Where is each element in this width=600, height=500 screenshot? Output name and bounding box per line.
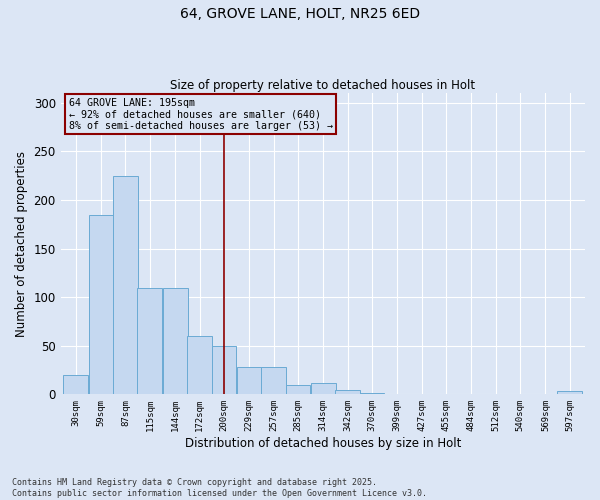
Bar bbox=[89, 214, 113, 394]
Bar bbox=[261, 367, 286, 394]
Text: 64, GROVE LANE, HOLT, NR25 6ED: 64, GROVE LANE, HOLT, NR25 6ED bbox=[180, 8, 420, 22]
Text: 64 GROVE LANE: 195sqm
← 92% of detached houses are smaller (640)
8% of semi-deta: 64 GROVE LANE: 195sqm ← 92% of detached … bbox=[68, 98, 332, 131]
Bar bbox=[64, 375, 88, 394]
Text: Contains HM Land Registry data © Crown copyright and database right 2025.
Contai: Contains HM Land Registry data © Crown c… bbox=[12, 478, 427, 498]
Bar bbox=[137, 288, 163, 395]
Bar bbox=[237, 367, 262, 394]
Y-axis label: Number of detached properties: Number of detached properties bbox=[15, 151, 28, 337]
Bar bbox=[286, 384, 310, 394]
Title: Size of property relative to detached houses in Holt: Size of property relative to detached ho… bbox=[170, 79, 475, 92]
Bar bbox=[163, 288, 188, 395]
Bar bbox=[212, 346, 236, 395]
Bar bbox=[311, 382, 335, 394]
Bar bbox=[335, 390, 360, 394]
Bar bbox=[557, 392, 582, 394]
Bar bbox=[113, 176, 138, 394]
Bar bbox=[187, 336, 212, 394]
X-axis label: Distribution of detached houses by size in Holt: Distribution of detached houses by size … bbox=[185, 437, 461, 450]
